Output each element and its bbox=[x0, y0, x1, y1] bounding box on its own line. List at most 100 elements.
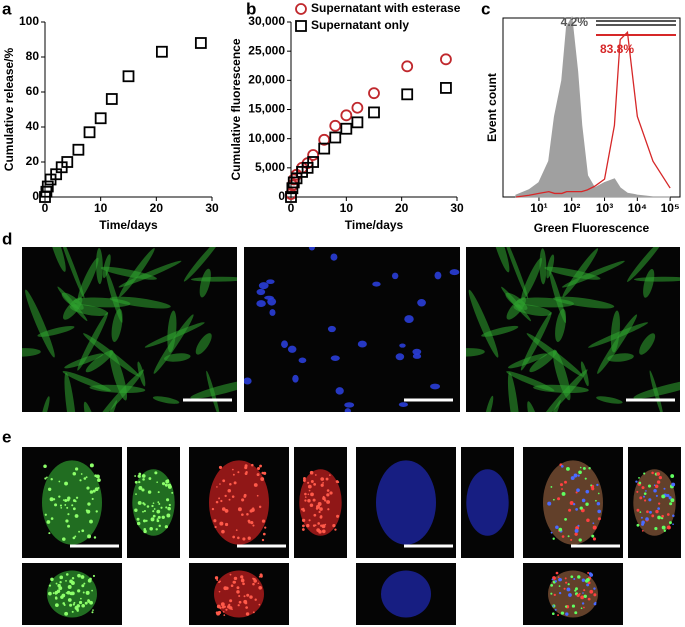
granule bbox=[574, 611, 578, 615]
y-tick-label: 40 bbox=[26, 119, 40, 133]
granule bbox=[638, 481, 642, 485]
granule bbox=[69, 603, 73, 607]
granule bbox=[64, 611, 69, 616]
nucleus bbox=[417, 299, 426, 307]
granule bbox=[568, 508, 572, 512]
cell bbox=[190, 276, 237, 282]
granule bbox=[555, 571, 559, 575]
granule bbox=[161, 482, 166, 486]
granule bbox=[573, 578, 576, 580]
cell bbox=[64, 353, 104, 369]
micrograph-content bbox=[543, 460, 603, 545]
nucleus bbox=[287, 345, 297, 353]
granule bbox=[143, 509, 146, 513]
nucleus bbox=[330, 355, 340, 361]
granule bbox=[643, 472, 646, 475]
granule bbox=[235, 529, 238, 531]
granule bbox=[583, 606, 585, 609]
y-tick-label: 10,000 bbox=[248, 131, 285, 145]
gate-label: 4.2% bbox=[561, 15, 589, 29]
granule bbox=[304, 492, 307, 496]
cell bbox=[539, 248, 547, 285]
granule bbox=[91, 589, 93, 592]
granule bbox=[168, 503, 171, 507]
granule bbox=[71, 576, 75, 580]
granule bbox=[306, 523, 310, 528]
granule bbox=[647, 484, 652, 488]
granule bbox=[258, 603, 261, 606]
granule bbox=[550, 486, 553, 488]
granule bbox=[75, 467, 79, 471]
granule bbox=[134, 508, 138, 512]
micrograph-content bbox=[299, 469, 342, 536]
granule bbox=[649, 510, 652, 514]
granule bbox=[73, 601, 76, 604]
granule bbox=[252, 582, 255, 586]
granule bbox=[237, 507, 242, 512]
granule bbox=[317, 522, 320, 525]
granule bbox=[565, 612, 569, 616]
granule bbox=[58, 495, 61, 498]
granule bbox=[80, 575, 85, 579]
granule bbox=[554, 580, 557, 583]
granule bbox=[215, 500, 219, 504]
granule bbox=[583, 594, 587, 599]
granule bbox=[319, 507, 323, 511]
granule bbox=[47, 487, 52, 491]
micrograph-content bbox=[376, 460, 436, 545]
granule bbox=[142, 478, 145, 481]
granule bbox=[59, 581, 62, 584]
granule bbox=[587, 581, 591, 585]
cell bbox=[484, 395, 494, 412]
granule bbox=[264, 526, 267, 529]
granule bbox=[233, 576, 238, 581]
cell bbox=[490, 247, 510, 273]
granule bbox=[65, 573, 69, 576]
granule bbox=[46, 476, 48, 479]
granule bbox=[65, 580, 67, 582]
granule bbox=[336, 514, 340, 518]
granule bbox=[92, 609, 94, 611]
legend-marker bbox=[295, 3, 307, 15]
granule bbox=[160, 506, 163, 509]
granule bbox=[52, 592, 55, 595]
granule bbox=[256, 466, 261, 471]
granule bbox=[253, 483, 258, 487]
cell bbox=[0, 296, 19, 325]
cell bbox=[529, 350, 557, 373]
granule bbox=[44, 513, 47, 516]
cell bbox=[62, 371, 111, 392]
granule bbox=[247, 519, 251, 523]
granule bbox=[307, 484, 312, 489]
granule bbox=[570, 476, 575, 480]
nucleus bbox=[449, 269, 460, 276]
granule bbox=[166, 479, 170, 482]
cell bbox=[633, 379, 680, 399]
granule bbox=[237, 604, 240, 607]
granule bbox=[224, 509, 229, 513]
granule bbox=[557, 576, 560, 579]
granule bbox=[322, 495, 325, 498]
granule bbox=[327, 508, 330, 511]
granule bbox=[567, 535, 570, 538]
granule bbox=[146, 505, 150, 508]
granule bbox=[547, 501, 552, 506]
granule bbox=[59, 504, 63, 507]
granule bbox=[576, 593, 580, 597]
legend-label: Supernatant with esterase bbox=[311, 1, 461, 15]
granule bbox=[138, 481, 141, 484]
granule bbox=[577, 474, 580, 477]
x-tick-label: 30 bbox=[205, 201, 219, 215]
granule bbox=[67, 513, 70, 516]
data-point bbox=[83, 126, 96, 139]
granule bbox=[223, 605, 226, 608]
granule bbox=[310, 492, 314, 497]
granule bbox=[77, 589, 81, 593]
granule bbox=[221, 529, 225, 534]
granule bbox=[592, 525, 597, 530]
gate-label: 83.8% bbox=[600, 42, 634, 56]
nucleus bbox=[357, 340, 367, 348]
granule bbox=[152, 510, 155, 513]
granule bbox=[550, 584, 554, 587]
granule bbox=[89, 519, 93, 524]
